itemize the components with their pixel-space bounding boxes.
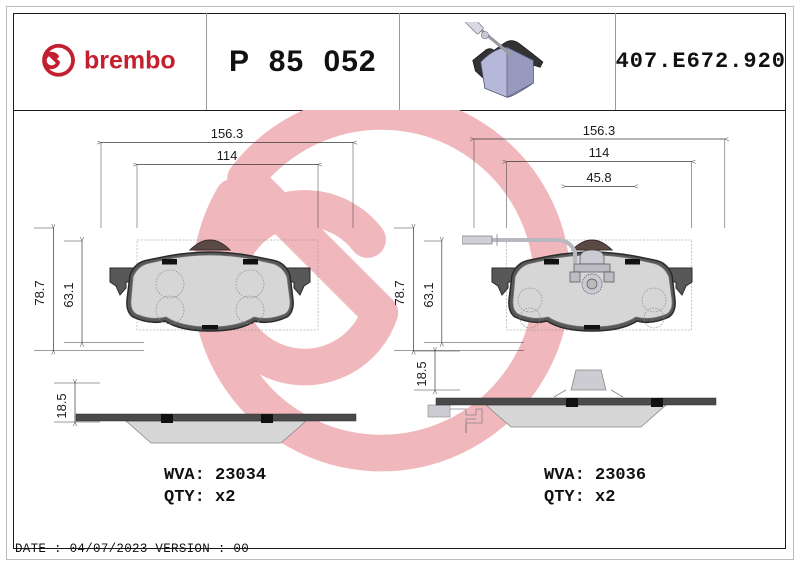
svg-text:156.3: 156.3 <box>211 126 244 141</box>
svg-text:63.1: 63.1 <box>61 282 76 307</box>
svg-text:45.8: 45.8 <box>586 170 611 185</box>
svg-text:78.7: 78.7 <box>32 280 47 305</box>
svg-text:78.7: 78.7 <box>392 280 407 305</box>
svg-text:brembo: brembo <box>84 46 176 74</box>
svg-text:114: 114 <box>589 145 610 160</box>
svg-text:63.1: 63.1 <box>421 282 436 307</box>
svg-text:114: 114 <box>217 148 238 163</box>
svg-text:156.3: 156.3 <box>583 123 616 138</box>
